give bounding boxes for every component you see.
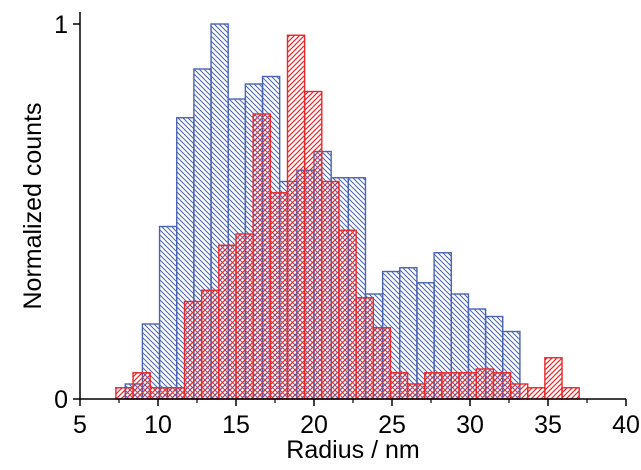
x-tick-label: 25 — [378, 411, 406, 439]
x-tick-label: 40 — [612, 411, 640, 439]
series-2-bar — [218, 244, 237, 400]
x-tick-label: 30 — [456, 411, 484, 439]
series-2-bar — [183, 300, 203, 400]
x-tick-label: 5 — [73, 411, 87, 439]
series-2-bar — [441, 372, 460, 400]
series-2-bar — [406, 383, 426, 400]
series-2-bar — [252, 113, 272, 400]
series-2-bars — [115, 34, 580, 400]
series-2-bar — [115, 387, 134, 400]
series-2-bar — [166, 387, 186, 400]
series-2-bar — [492, 372, 512, 400]
series-2-bar — [149, 387, 169, 400]
series-2-bar — [389, 372, 409, 400]
series-2-bar — [235, 233, 254, 400]
series-2-bar — [321, 180, 340, 400]
series-1-bar — [158, 225, 178, 400]
series-2-bar — [269, 192, 289, 400]
x-tick-label: 20 — [300, 411, 328, 439]
x-tick-label: 35 — [534, 411, 562, 439]
series-2-bar — [544, 357, 563, 400]
x-tick-label: 10 — [144, 411, 172, 439]
series-2-bar — [200, 289, 220, 400]
axis-ticks: 5 10 15 20 25 30 35 40 0 1 — [54, 11, 640, 439]
series-2-bar — [424, 372, 443, 400]
series-2-bar — [475, 368, 495, 400]
x-tick-label: 15 — [222, 411, 250, 439]
series-2-bar — [372, 327, 392, 400]
series-2-bar — [132, 372, 151, 400]
series-2-bar — [303, 90, 323, 400]
series-2-bar — [509, 383, 529, 400]
series-2-bar — [561, 387, 580, 400]
series-2-bar — [355, 297, 374, 400]
series-2-bar — [338, 229, 357, 400]
series-2-bar — [527, 387, 546, 400]
y-tick-label: 0 — [54, 386, 68, 414]
y-tick-label: 1 — [54, 11, 68, 39]
series-2-bar — [286, 34, 306, 400]
histogram-bars — [115, 23, 580, 400]
y-axis-label: Normalized counts — [19, 102, 47, 309]
series-2-bar — [458, 372, 477, 400]
x-axis-label: Radius / nm — [286, 436, 419, 464]
